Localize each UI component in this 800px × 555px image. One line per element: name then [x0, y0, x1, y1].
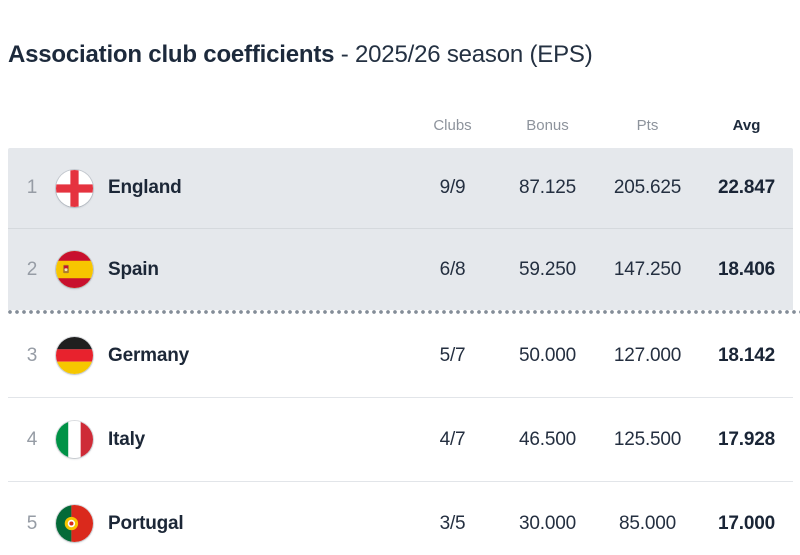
- pts-value: 125.500: [613, 428, 682, 450]
- country-name: England: [108, 177, 182, 198]
- bonus-value: 30.000: [519, 512, 576, 534]
- country-name: Italy: [108, 428, 146, 450]
- avg-value: 17.000: [718, 512, 775, 534]
- country-name: Portugal: [108, 512, 184, 534]
- country-name: Germany: [108, 344, 189, 366]
- column-header-pts[interactable]: Pts: [636, 116, 659, 134]
- column-header-bonus[interactable]: Bonus: [526, 116, 569, 134]
- bonus-value: 46.500: [519, 428, 576, 450]
- avg-value: 22.847: [718, 177, 775, 198]
- portugal-flag-icon: [56, 505, 93, 542]
- rank-value: 4: [26, 428, 38, 450]
- spain-flag-icon: [56, 251, 93, 288]
- pts-value: 85.000: [619, 512, 676, 534]
- column-header-clubs[interactable]: Clubs: [433, 116, 472, 134]
- association-cell: Italy: [56, 421, 405, 458]
- association-cell: England: [56, 169, 405, 207]
- italy-flag-icon: [56, 421, 93, 458]
- avg-value: 18.142: [718, 344, 775, 366]
- qualification-cutoff-line: [8, 310, 800, 314]
- avg-value: 18.406: [718, 258, 775, 280]
- clubs-value: 5/7: [439, 344, 466, 366]
- qualified-associations-group: 1 England 9/9 87.125 205.625 22.847: [8, 148, 793, 310]
- table-row-italy[interactable]: 4 Italy 4/7 46.500 125.500 17.928: [8, 398, 793, 482]
- bonus-value: 59.250: [519, 258, 576, 280]
- table-row-england[interactable]: 1 England 9/9 87.125 205.625 22.847: [8, 148, 793, 229]
- country-name: Spain: [108, 258, 159, 280]
- clubs-value: 9/9: [439, 177, 466, 198]
- column-header-avg[interactable]: Avg: [732, 116, 761, 134]
- page-title-season: - 2025/26 season (EPS): [340, 41, 593, 68]
- clubs-value: 4/7: [439, 428, 466, 450]
- bonus-value: 87.125: [519, 177, 576, 198]
- rank-value: 2: [26, 258, 38, 280]
- avg-value: 17.928: [718, 428, 775, 450]
- table-header: Clubs Bonus Pts Avg: [8, 115, 793, 135]
- coefficients-page: Association club coefficients - 2025/26 …: [0, 40, 800, 555]
- coefficients-table: Clubs Bonus Pts Avg 1 England: [8, 115, 800, 555]
- table-row-portugal[interactable]: 5 Portugal 3/5 30.000 85.000 17.000: [8, 482, 793, 555]
- association-cell: Germany: [56, 337, 405, 374]
- bonus-value: 50.000: [519, 344, 576, 366]
- association-cell: Spain: [56, 251, 405, 288]
- association-cell: Portugal: [56, 505, 405, 542]
- page-title-main: Association club coefficients: [8, 41, 335, 68]
- rank-value: 5: [26, 512, 38, 534]
- pts-value: 147.250: [613, 258, 682, 280]
- table-row-spain[interactable]: 2 Spain 6/8 59.250: [8, 229, 793, 310]
- rank-value: 1: [26, 177, 38, 198]
- clubs-value: 6/8: [439, 258, 466, 280]
- clubs-value: 3/5: [439, 512, 466, 534]
- rank-value: 3: [26, 344, 38, 366]
- england-flag-icon: [56, 169, 93, 207]
- page-title: Association club coefficients - 2025/26 …: [8, 40, 793, 70]
- germany-flag-icon: [56, 337, 93, 374]
- pts-value: 205.625: [613, 177, 682, 198]
- table-row-germany[interactable]: 3 Germany 5/7 50.000 127.000 18.142: [8, 314, 793, 398]
- pts-value: 127.000: [613, 344, 682, 366]
